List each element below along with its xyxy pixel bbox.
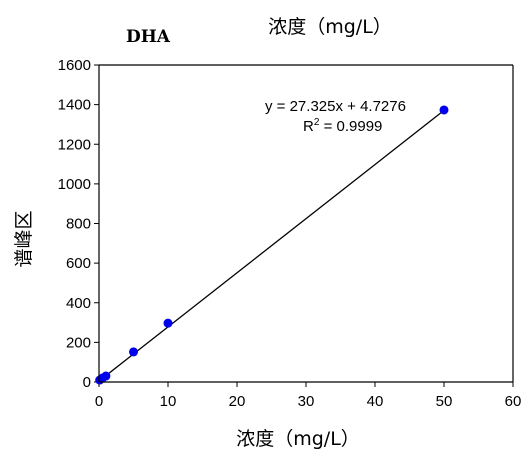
x-tick-label: 50 [436,393,453,410]
y-tick-label: 800 [66,216,91,233]
x-tick-label: 20 [229,393,246,410]
y-tick-label: 1600 [58,57,91,74]
r-squared-superscript: 2 [314,117,320,128]
r-squared-label: R2 = 0.9999 [303,117,382,135]
y-tick-label: 400 [66,295,91,312]
x-axis-label: 浓度（mg/L） [236,428,360,449]
data-point [439,105,449,115]
y-tick-label: 1000 [58,176,91,193]
y-tick-label: 600 [66,255,91,272]
y-tick-label: 1200 [58,136,91,153]
trendline-equation: y = 27.325x + 4.7276 [265,98,406,115]
y-axis-label: 谱峰区 [13,210,35,267]
x-tick-label: 40 [367,393,384,410]
y-tick-label: 200 [66,334,91,351]
data-points [95,105,449,385]
x-tick-label: 30 [298,393,315,410]
y-tick-label: 1400 [58,97,91,114]
data-point [129,347,138,357]
x-tick-label: 10 [160,393,177,410]
data-point [163,318,173,328]
trendline-layer [98,109,445,382]
chart-subtitle: DHA [126,27,171,47]
axis-ticks: 0 10 20 30 40 50 60020040060080010001200140016… [58,57,522,410]
x-tick-label: 0 [95,393,103,410]
x-tick-label: 60 [505,393,522,410]
r-squared-prefix: R [303,118,314,135]
y-tick-label: 0 [83,374,91,391]
r-squared-value: = 0.9999 [319,118,382,135]
trendline [98,109,445,382]
data-point [101,371,111,381]
chart-title: 浓度（mg/L） [268,16,392,38]
